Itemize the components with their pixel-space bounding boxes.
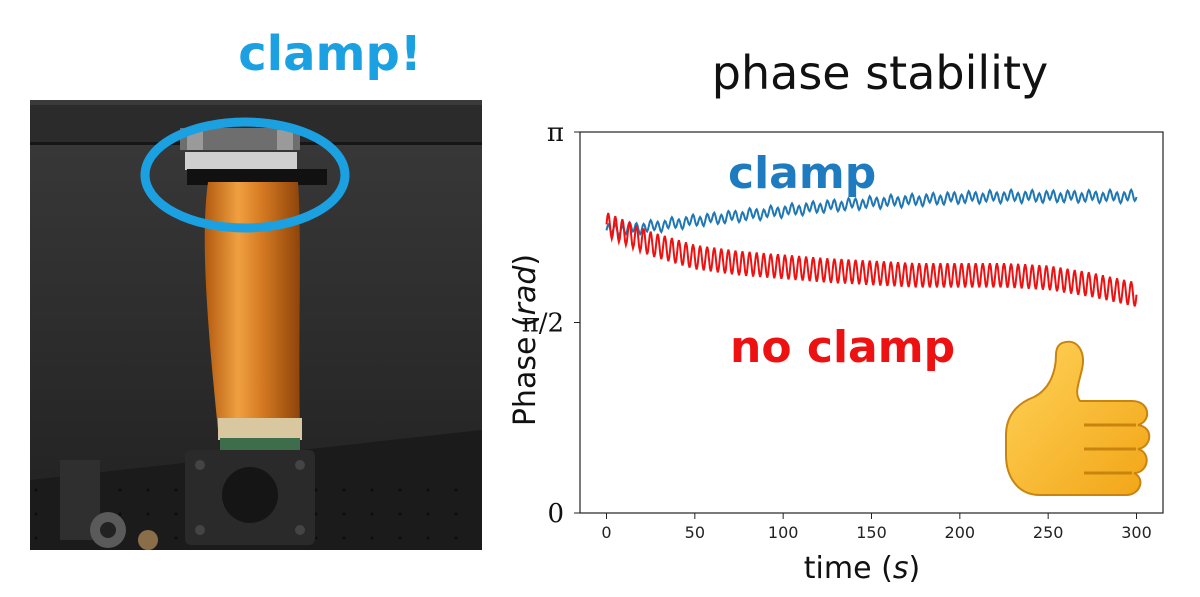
thumbs-up-icon bbox=[1005, 340, 1151, 496]
series-label-clamp: clamp bbox=[728, 148, 876, 199]
series-line-clamp bbox=[605, 187, 1138, 238]
chart-title: phase stability bbox=[711, 46, 1049, 100]
y-tick-label: π bbox=[547, 118, 564, 148]
x-tick-label: 250 bbox=[1033, 523, 1064, 542]
y-tick-label: π/2 bbox=[522, 308, 564, 338]
x-axis-label-unit: s bbox=[893, 551, 909, 586]
x-tick-label: 50 bbox=[685, 523, 705, 542]
y-axis-label-close: ) bbox=[508, 254, 543, 266]
series-layer bbox=[605, 187, 1138, 307]
tick-layer: 0 50 100 150 200 250 300 0 π/2 π bbox=[522, 118, 1152, 542]
y-axis-label: Phase (rad) bbox=[508, 254, 543, 426]
x-axis-label: time (s) bbox=[804, 551, 920, 586]
x-tick-label: 150 bbox=[856, 523, 887, 542]
x-tick-label: 0 bbox=[601, 523, 611, 542]
x-tick-label: 200 bbox=[945, 523, 976, 542]
y-tick-label: 0 bbox=[547, 499, 564, 529]
clamp-photo bbox=[30, 100, 482, 550]
x-axis-label-close: ) bbox=[908, 551, 920, 586]
x-tick-label: 100 bbox=[768, 523, 799, 542]
x-tick-label: 300 bbox=[1121, 523, 1152, 542]
series-label-no-clamp: no clamp bbox=[730, 322, 955, 373]
photo-title: clamp! bbox=[238, 26, 422, 82]
y-axis-label-unit: rad bbox=[508, 265, 543, 316]
y-axis-label-main: Phase ( bbox=[508, 315, 543, 426]
x-axis-label-main: time ( bbox=[804, 551, 893, 586]
series-line-no-clamp bbox=[605, 212, 1138, 307]
